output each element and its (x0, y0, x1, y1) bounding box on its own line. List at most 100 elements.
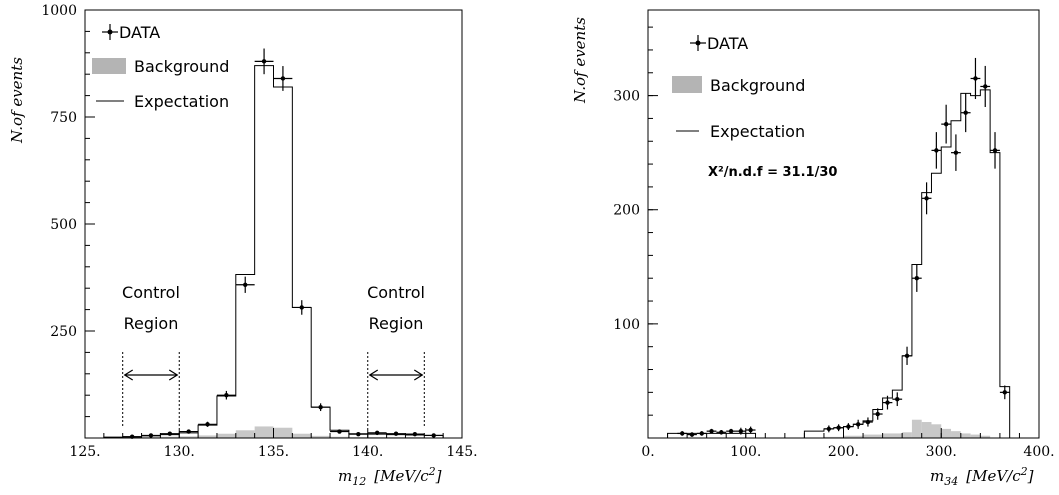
right-background-bin (960, 433, 971, 438)
left-data-point (330, 429, 349, 434)
left-data-dot (261, 59, 267, 64)
right-data-point (677, 431, 688, 436)
right-data-point (951, 134, 961, 171)
right-data-point (872, 408, 883, 420)
right-data-dot (836, 425, 841, 430)
right-legend-background-swatch (672, 76, 702, 93)
left-background-bin (292, 433, 312, 438)
left-background-bin (330, 436, 349, 438)
right-data-dot (973, 76, 978, 81)
left-y-tick-label: 750 (50, 110, 77, 126)
right-background-bin (902, 432, 912, 438)
left-background-bin (160, 436, 180, 438)
right-y-tick-label: 200 (613, 203, 640, 219)
right-data-dot (953, 150, 959, 155)
right-data-dot (719, 430, 724, 435)
right-background-bin (921, 422, 932, 438)
left-data-point (405, 431, 425, 437)
right-background-bin (941, 428, 952, 438)
left-panel: 125. 130. 135. 140. 145. 250 500 750 1000 N.of … (8, 3, 478, 488)
left-data-point (160, 431, 180, 436)
left-control-region-line1: Control (122, 283, 180, 302)
right-y-tick-label: 300 (613, 89, 640, 105)
left-data-point (386, 431, 406, 436)
right-data-dot (680, 431, 685, 436)
right-data-dot (826, 426, 832, 432)
left-data-dot (224, 393, 229, 398)
right-data-dot (904, 353, 910, 359)
left-data-dot (337, 429, 342, 434)
right-data-dot (895, 396, 900, 402)
right-data-dot (914, 276, 920, 281)
left-data-dot (186, 429, 191, 434)
left-x-ticks: 125. 130. 135. 140. 145. (69, 428, 478, 460)
right-data-dot (699, 431, 704, 436)
right-background-bin (843, 435, 864, 438)
left-y-axis-title: N.of events (8, 57, 26, 144)
left-data-point (141, 433, 161, 438)
left-legend-background-label: Background (134, 57, 229, 76)
left-background-bin (216, 433, 236, 438)
right-y-axis-title: N.of events (571, 17, 589, 104)
left-data-dot (431, 433, 436, 438)
left-data-point (292, 300, 312, 315)
left-background-bin (311, 435, 331, 438)
right-data-point (696, 431, 707, 436)
right-data-point (853, 419, 864, 429)
left-control-regions: Control Region Control Region (122, 283, 425, 426)
left-control-region-line2: Region (124, 314, 179, 333)
left-data-point (216, 390, 236, 400)
right-background-bin (970, 434, 981, 438)
right-data-dot (748, 427, 753, 433)
right-data-points (677, 57, 1010, 437)
left-y-tick-label: 500 (50, 217, 77, 233)
right-data-point (706, 428, 717, 434)
left-data-point (367, 430, 387, 436)
right-data-point (941, 104, 952, 144)
right-data-point (726, 428, 736, 434)
left-background-bin (179, 436, 199, 438)
left-data-dot (243, 282, 248, 287)
left-control-region-arrow-right (413, 369, 424, 381)
right-legend: DATA Background Expectation X²/n.d.f = 3… (672, 34, 837, 180)
left-y-tick-label: 1000 (41, 3, 77, 19)
left-control-region-arrow-left (368, 369, 379, 381)
right-data-dot (885, 400, 890, 405)
right-background-bin (823, 436, 844, 438)
right-data-point (745, 426, 756, 434)
right-data-dot (943, 121, 949, 127)
right-background-bin (980, 435, 991, 438)
right-data-dot (865, 419, 871, 425)
right-background-bin (882, 433, 903, 438)
right-data-point (999, 385, 1010, 400)
right-data-point (921, 182, 932, 215)
right-y-tick-label: 100 (613, 317, 640, 333)
right-plot-frame (647, 9, 1040, 439)
left-data-dot (299, 305, 304, 310)
left-data-dot (205, 422, 210, 427)
left-x-tick-label: 140. (352, 444, 383, 460)
right-data-point (892, 392, 903, 407)
right-data-dot (689, 432, 695, 437)
right-x-tick-label: 400. (1023, 444, 1054, 460)
left-legend-data-dot (107, 29, 113, 35)
left-data-point (311, 403, 331, 412)
left-data-point (348, 431, 368, 437)
left-data-dot (393, 431, 399, 436)
left-data-dot (148, 433, 154, 438)
left-legend: DATA Background Expectation (92, 23, 229, 111)
left-data-point (424, 433, 444, 438)
right-data-dot (738, 428, 744, 434)
right-data-point (863, 417, 873, 427)
left-data-point (198, 421, 217, 427)
left-data-dot (374, 430, 380, 436)
left-data-point (254, 48, 274, 75)
right-legend-data-label: DATA (707, 34, 748, 53)
right-data-point (843, 423, 854, 431)
right-data-point (902, 346, 912, 365)
right-background-bin (911, 419, 922, 438)
right-data-point (716, 430, 727, 435)
left-legend-data-label: DATA (119, 23, 160, 42)
left-expectation-line (103, 65, 444, 438)
right-data-dot (1002, 390, 1007, 395)
